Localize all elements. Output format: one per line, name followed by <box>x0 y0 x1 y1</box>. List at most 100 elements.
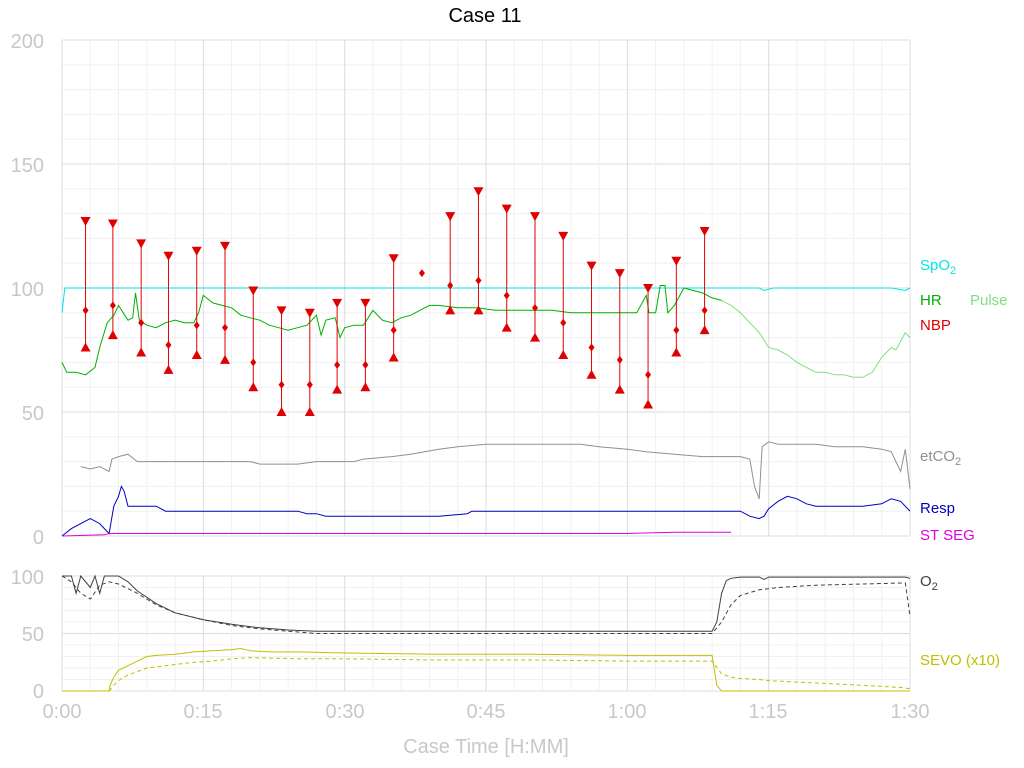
nbp-reading <box>80 217 91 352</box>
bottom-y-tick-50: 50 <box>22 624 44 646</box>
nbp-reading <box>107 219 118 340</box>
x-tick-1-30: 1:30 <box>891 701 930 723</box>
resp-line <box>61 485 911 537</box>
etco2-label: etCO2 <box>920 448 961 468</box>
nbp-map-marker <box>109 301 116 310</box>
spo2-label: SpO2 <box>920 257 956 277</box>
nbp-reading <box>558 231 569 359</box>
nbp-systolic-marker <box>220 241 231 251</box>
nbp-systolic-marker <box>80 217 91 227</box>
nbp-reading <box>360 298 371 392</box>
nbp-systolic-marker <box>643 284 654 293</box>
sevo-x10-line <box>62 647 910 692</box>
nbp-systolic-marker <box>699 226 710 236</box>
nbp-systolic-marker <box>529 212 540 222</box>
nbp-reading <box>332 298 343 394</box>
nbp-map-marker <box>138 318 145 327</box>
x-tick-1-00: 1:00 <box>608 701 647 723</box>
nbp-diastolic-marker <box>220 354 231 364</box>
nbp-reading <box>473 187 484 315</box>
sevo-label: SEVO (x10) <box>920 652 1000 669</box>
o2-exp-line <box>61 575 911 634</box>
bottom-y-tick-100: 100 <box>11 567 44 589</box>
nbp-diastolic-marker <box>136 347 147 357</box>
nbp-systolic-marker <box>248 286 259 296</box>
nbp-diastolic-marker <box>191 349 202 359</box>
nbp-map-marker <box>701 306 708 315</box>
nbp-map-marker <box>390 326 397 335</box>
top-y-tick-50: 50 <box>22 403 44 425</box>
nbp-map-marker <box>306 380 313 389</box>
chart-title: Case 11 <box>448 5 521 27</box>
resp-label: Resp <box>920 500 955 517</box>
nbp-diastolic-marker <box>558 349 569 359</box>
nbp-reading <box>248 286 259 392</box>
nbp-diastolic-marker <box>699 325 710 335</box>
nbp-reading <box>529 212 540 342</box>
top-panel-grid <box>61 39 911 537</box>
nbp-systolic-marker <box>304 308 315 318</box>
bottom-y-tick-0: 0 <box>33 681 44 703</box>
nbp-diastolic-marker <box>586 369 597 379</box>
nbp-reading <box>388 254 399 362</box>
nbp-diastolic-marker <box>529 332 540 342</box>
nbp-reading <box>586 261 597 379</box>
nbp-reading <box>445 212 456 315</box>
x-tick-0-00: 0:00 <box>43 701 82 723</box>
nbp-map-marker <box>673 326 680 335</box>
nbp-map-marker <box>588 343 595 352</box>
x-tick-1-15: 1:15 <box>749 701 788 723</box>
nbp-reading <box>220 241 231 364</box>
nbp-reading <box>136 239 147 357</box>
nbp-reading <box>418 269 425 278</box>
nbp-markers <box>80 187 710 416</box>
nbp-systolic-marker <box>191 246 202 256</box>
top-y-tick-0: 0 <box>33 527 44 549</box>
nbp-map-marker <box>503 291 510 300</box>
nbp-diastolic-marker <box>248 382 259 392</box>
hr-line <box>61 285 722 376</box>
x-tick-0-45: 0:45 <box>467 701 506 723</box>
nbp-map-marker <box>616 355 623 364</box>
nbp-systolic-marker <box>586 261 597 271</box>
nbp-diastolic-marker <box>80 342 91 352</box>
top-y-tick-200: 200 <box>11 31 44 53</box>
nbp-reading <box>643 284 654 409</box>
nbp-systolic-marker <box>276 306 287 316</box>
nbp-systolic-marker <box>332 298 343 308</box>
nbp-map-marker <box>418 269 425 278</box>
nbp-diastolic-marker <box>614 384 625 394</box>
top-panel-series <box>61 285 911 537</box>
nbp-reading <box>501 204 512 332</box>
nbp-systolic-marker <box>163 251 174 261</box>
nbp-map-marker <box>531 303 538 312</box>
nbp-systolic-marker <box>388 254 399 264</box>
nbp-reading <box>276 306 287 416</box>
nbp-systolic-marker <box>614 269 625 279</box>
nbp-map-marker <box>645 370 652 379</box>
nbp-reading <box>163 251 174 374</box>
nbp-map-marker <box>278 380 285 389</box>
nbp-diastolic-marker <box>501 322 512 332</box>
st-seg-line <box>61 531 731 537</box>
nbp-reading <box>304 308 315 416</box>
nbp-reading <box>191 246 202 359</box>
pulse-label: Pulse <box>970 292 1008 309</box>
nbp-map-marker <box>362 360 369 369</box>
nbp-diastolic-marker <box>276 407 287 416</box>
nbp-map-marker <box>475 276 482 285</box>
spo2-line <box>61 287 911 313</box>
nbp-map-marker <box>222 323 229 332</box>
nbp-diastolic-marker <box>388 352 399 362</box>
nbp-diastolic-marker <box>360 382 371 392</box>
nbp-systolic-marker <box>136 239 147 249</box>
nbp-reading <box>671 256 682 357</box>
nbp-map-marker <box>82 306 89 315</box>
x-axis-label: Case Time [H:MM] <box>403 736 569 758</box>
nbp-systolic-marker <box>473 187 484 197</box>
nbp-diastolic-marker <box>671 347 682 357</box>
nbp-map-marker <box>250 358 257 367</box>
nbp-reading <box>614 269 625 394</box>
top-y-tick-100: 100 <box>11 279 44 301</box>
